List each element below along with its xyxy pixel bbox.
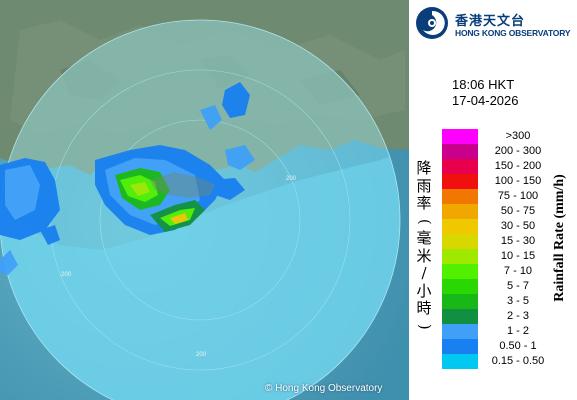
radar-map-canvas: [0, 0, 409, 400]
range-label-south: 200: [196, 352, 207, 358]
legend-label: 30 - 50: [500, 220, 536, 232]
legend-row: 7 - 10: [442, 264, 577, 279]
radar-map[interactable]: 200 200 200 © Hong Kong Observatory: [0, 0, 409, 400]
legend-unit-zh-char: /: [421, 264, 427, 282]
logo-name-en: HONG KONG OBSERVATORY: [455, 28, 571, 38]
legend-swatch: [442, 234, 478, 249]
legend-unit-zh-char: 降: [416, 159, 432, 177]
legend-row: 50 - 75: [442, 204, 577, 219]
legend-row: 200 - 300: [442, 144, 577, 159]
legend-swatch: [442, 339, 478, 354]
range-label-west: 200: [61, 272, 72, 278]
legend-swatch: [442, 219, 478, 234]
legend-row: 1 - 2: [442, 324, 577, 339]
legend-row: 100 - 150: [442, 174, 577, 189]
legend-swatch: [442, 249, 478, 264]
copyright-notice: © Hong Kong Observatory: [265, 383, 383, 394]
legend-label: 10 - 15: [500, 250, 536, 262]
legend-label: 150 - 200: [494, 160, 542, 172]
land-hong-kong: [150, 172, 215, 198]
hko-logo[interactable]: 香港天文台 HONG KONG OBSERVATORY: [415, 6, 577, 42]
legend-swatch: [442, 354, 478, 369]
legend-swatch: [442, 159, 478, 174]
legend-swatch: [442, 174, 478, 189]
legend-label: 1 - 2: [506, 325, 529, 337]
legend-label: 2 - 3: [506, 310, 529, 322]
legend-label: 5 - 7: [506, 280, 529, 292]
legend-row: 150 - 200: [442, 159, 577, 174]
legend-swatch: [442, 189, 478, 204]
legend-row: 30 - 50: [442, 219, 577, 234]
legend-row: 10 - 15: [442, 249, 577, 264]
rain-echoes: [0, 82, 255, 275]
legend-label: 50 - 75: [500, 205, 536, 217]
legend-unit-en: Rainfall Rate (mm/h): [552, 174, 567, 302]
legend-unit-zh-char: 雨: [416, 176, 432, 195]
legend-label: 0.50 - 1: [499, 340, 537, 352]
legend-swatch: [442, 324, 478, 339]
range-label-east: 200: [286, 176, 297, 182]
legend-swatch: [442, 264, 478, 279]
legend-label: 75 - 100: [497, 190, 539, 202]
legend-unit-zh: 降雨率 ( 毫米 / 小時): [414, 159, 434, 335]
logo-name-zh: 香港天文台: [455, 14, 526, 29]
legend-unit-zh-char: 毫: [416, 229, 432, 247]
legend-label: 3 - 5: [506, 295, 529, 307]
legend-swatch: [442, 294, 478, 309]
info-panel: 香港天文台 HONG KONG OBSERVATORY 18:06 HKT 17…: [409, 0, 577, 400]
legend-row: >300: [442, 129, 577, 144]
hko-swirl-logo-icon: [416, 7, 448, 39]
legend-swatch: [442, 144, 478, 159]
legend-label: 0.15 - 0.50: [491, 355, 545, 367]
legend-unit-zh-char: (: [415, 218, 434, 225]
legend-row: 0.50 - 1: [442, 339, 577, 354]
observation-date: 17-04-2026: [452, 93, 519, 108]
legend-label: 200 - 300: [494, 145, 542, 157]
legend-label: 100 - 150: [494, 175, 542, 187]
legend-row: 0.15 - 0.50: [442, 354, 577, 369]
legend-row: 5 - 7: [442, 279, 577, 294]
legend-row: 2 - 3: [442, 309, 577, 324]
legend-row: 75 - 100: [442, 189, 577, 204]
legend-swatch: [442, 309, 478, 324]
legend-label: 7 - 10: [503, 265, 533, 277]
legend-unit-zh-char: ): [415, 323, 434, 330]
legend-label: >300: [505, 130, 531, 142]
legend-swatch: [442, 129, 478, 144]
legend-unit-zh-char: 小: [416, 281, 432, 300]
legend-swatch: [442, 279, 478, 294]
legend-unit-zh-char: 時: [416, 299, 432, 317]
legend-swatch: [442, 204, 478, 219]
legend-unit-zh-char: 米: [416, 246, 432, 265]
legend-label: 15 - 30: [500, 235, 536, 247]
legend-row: 15 - 30: [442, 234, 577, 249]
legend-unit-zh-char: 率: [416, 194, 432, 212]
observation-time: 18:06 HKT: [452, 77, 515, 92]
legend-row: 3 - 5: [442, 294, 577, 309]
